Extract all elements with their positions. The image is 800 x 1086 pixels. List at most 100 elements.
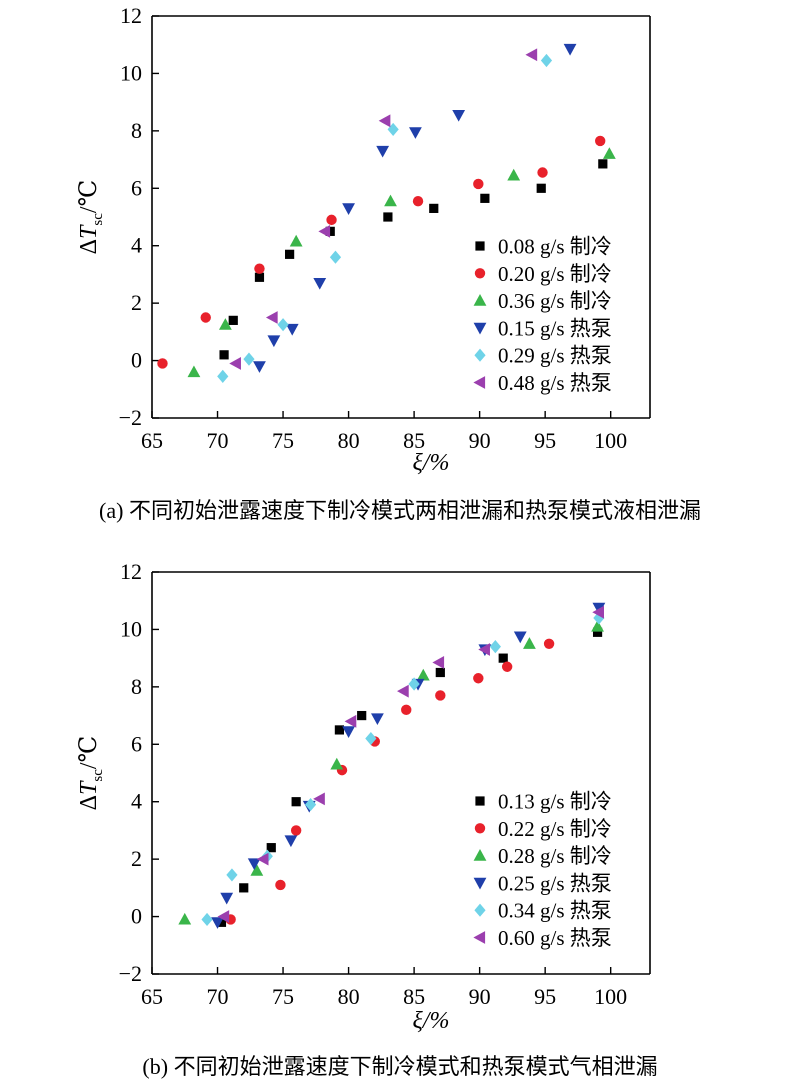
- data-point: [239, 883, 249, 893]
- data-point: [592, 627, 603, 637]
- data-point: [412, 196, 424, 207]
- x-tick-label: 75: [272, 984, 294, 1009]
- y-tick-label: 2: [131, 846, 142, 871]
- data-point: [318, 224, 331, 238]
- x-axis-title: ξ/%: [413, 450, 450, 476]
- data-point: [435, 667, 445, 678]
- y-tick-label: 0: [131, 348, 142, 373]
- legend-marker: [473, 931, 486, 944]
- x-tick-label: 65: [141, 984, 163, 1009]
- series-4: [253, 43, 577, 373]
- x-tick-label: 75: [272, 428, 294, 453]
- series-3: [187, 147, 616, 378]
- data-point: [220, 892, 234, 905]
- legend-marker: [474, 823, 486, 834]
- data-point: [592, 605, 604, 619]
- data-point: [501, 661, 513, 672]
- data-point: [266, 843, 276, 853]
- series-1: [216, 627, 603, 927]
- data-point: [277, 318, 289, 332]
- chart-panel-a: 65 70 75 80 85 90 95 100 −2 0 2 4 6 8 10 12 ξ/% ΔTsc/℃ 0.0…: [76, 3, 701, 523]
- data-point: [313, 277, 327, 290]
- y-tick-label: 8: [131, 118, 142, 143]
- series-3: [178, 619, 604, 925]
- data-point: [342, 726, 355, 738]
- data-point: [216, 917, 227, 927]
- y-tick-label: 4: [131, 233, 142, 258]
- data-point: [563, 43, 577, 56]
- legend-marker: [473, 376, 486, 389]
- x-tick-label: 90: [469, 428, 491, 453]
- data-point: [598, 159, 608, 169]
- data-point: [325, 226, 335, 236]
- data-point: [265, 311, 278, 324]
- data-point: [595, 135, 606, 147]
- y-tick-label: 12: [120, 559, 142, 584]
- legend-marker: [474, 348, 486, 362]
- legend-label: 0.34 g/s 热泵: [498, 899, 612, 923]
- data-point: [537, 167, 548, 178]
- legend-label: 0.22 g/s 制冷: [498, 817, 612, 841]
- data-point: [256, 852, 269, 866]
- data-point: [304, 797, 317, 812]
- x-tick-label: 70: [207, 428, 229, 453]
- data-point: [525, 48, 538, 62]
- data-point: [523, 637, 536, 649]
- data-point: [416, 668, 430, 681]
- data-point: [489, 640, 501, 654]
- data-point: [536, 183, 546, 193]
- series-6: [217, 605, 604, 923]
- x-tick-label: 65: [141, 428, 163, 453]
- data-point: [513, 631, 527, 644]
- y-tick-label: −2: [119, 405, 142, 430]
- x-tick-label: 85: [403, 984, 425, 1009]
- legend: 0.13 g/s 制冷 0.22 g/s 制冷 0.28 g/s 制冷 0.25 g/…: [473, 790, 612, 950]
- data-point: [473, 178, 484, 190]
- data-point: [226, 868, 238, 882]
- data-point: [330, 757, 344, 770]
- data-point: [219, 350, 229, 360]
- y-tick-label: 0: [131, 904, 142, 929]
- data-point: [384, 194, 397, 207]
- y-tick-label: 6: [131, 175, 142, 200]
- y-tick-label: 10: [120, 60, 142, 85]
- data-point: [376, 145, 390, 158]
- data-point: [178, 912, 192, 925]
- data-point: [243, 352, 255, 366]
- data-point: [435, 690, 446, 701]
- x-tick-label: 70: [207, 984, 229, 1009]
- data-point: [473, 673, 484, 684]
- data-point: [452, 109, 466, 122]
- legend-label: 0.25 g/s 热泵: [498, 871, 612, 895]
- legend: 0.08 g/s 制冷 0.20 g/s 制冷 0.36 g/s 制冷 0.15 g/…: [473, 235, 612, 395]
- data-point: [593, 611, 605, 625]
- data-point: [357, 710, 367, 721]
- data-point: [313, 792, 325, 806]
- data-point: [254, 263, 265, 274]
- data-point: [543, 638, 555, 649]
- data-point: [540, 53, 553, 68]
- legend-marker: [474, 903, 486, 917]
- data-point: [507, 168, 521, 181]
- x-tick-label: 95: [534, 984, 556, 1009]
- legend-label: 0.20 g/s 制冷: [498, 262, 612, 286]
- data-point: [247, 858, 261, 871]
- data-point: [344, 714, 357, 728]
- legend-marker: [475, 796, 485, 806]
- data-point: [602, 147, 616, 159]
- y-tick-label: 10: [120, 616, 142, 641]
- legend-marker: [473, 877, 487, 890]
- series-2: [157, 135, 606, 369]
- data-point: [408, 677, 420, 691]
- data-point: [289, 234, 303, 247]
- data-point: [218, 318, 232, 330]
- series-6: [229, 48, 538, 370]
- legend-marker: [473, 849, 487, 861]
- data-point: [480, 193, 490, 203]
- series-5: [217, 53, 553, 383]
- data-point: [217, 369, 229, 383]
- legend-label: 0.48 g/s 热泵: [498, 371, 612, 395]
- legend-marker: [473, 322, 487, 335]
- data-point: [409, 127, 422, 139]
- y-tick-label: 8: [131, 674, 142, 699]
